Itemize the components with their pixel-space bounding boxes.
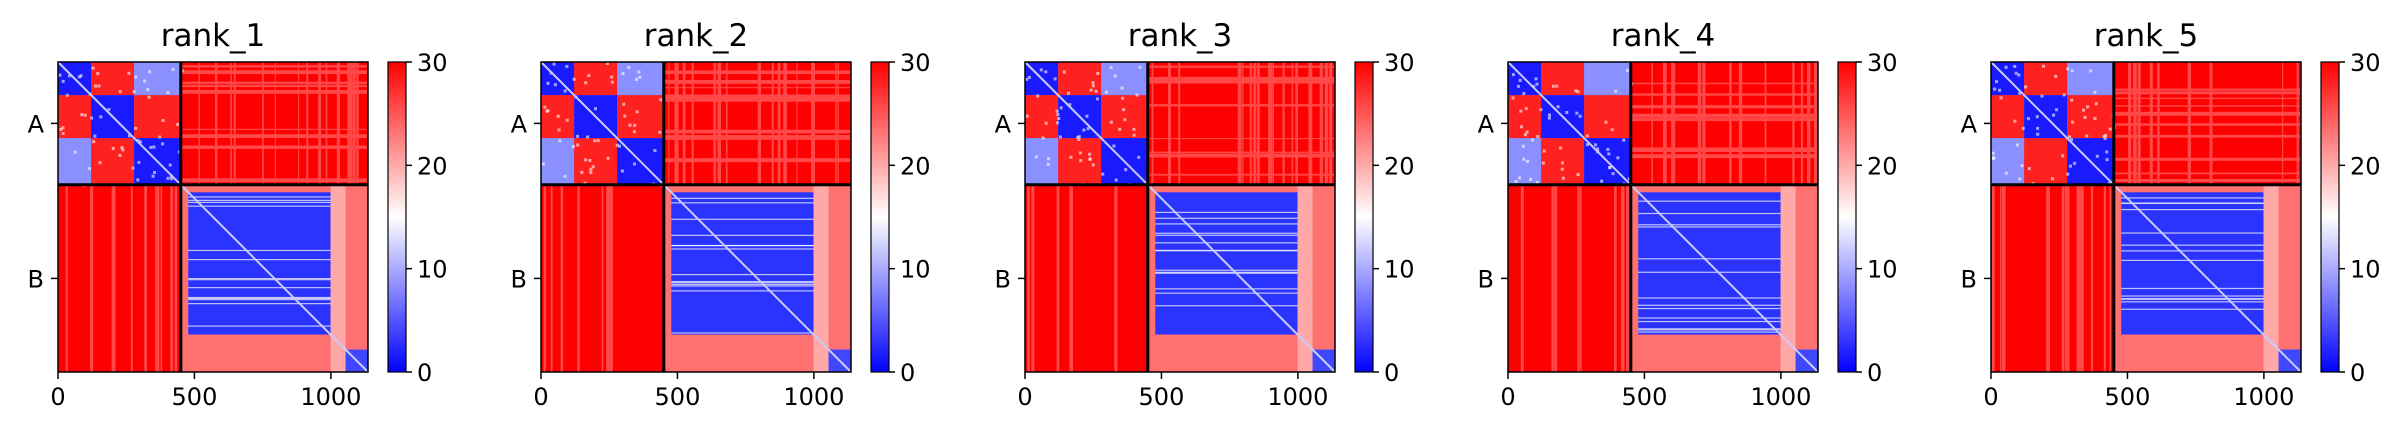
x-tick-label: 500 xyxy=(1139,383,1185,411)
colorbar-tick-label: 30 xyxy=(1867,49,1898,77)
x-tick-label: 1000 xyxy=(2233,383,2294,411)
chain-label: B xyxy=(995,265,1011,293)
colorbar-tick-label: 0 xyxy=(417,359,432,387)
chain-b-block xyxy=(1147,184,1336,373)
axes-frame xyxy=(1024,61,1336,373)
colorbar xyxy=(1837,61,1857,373)
x-tick-label: 0 xyxy=(50,383,65,411)
x-tick-label: 1000 xyxy=(1750,383,1811,411)
x-tick-label: 500 xyxy=(172,383,218,411)
x-tick-label: 0 xyxy=(533,383,548,411)
chain-b-block xyxy=(2113,184,2302,373)
colorbar-tick-label: 20 xyxy=(1384,152,1415,180)
colorbar-tick-label: 30 xyxy=(900,49,931,77)
panel-3: rank_3 0 500 1000 A B 0 10 20 30 xyxy=(995,18,1415,411)
panel-title: rank_2 xyxy=(644,18,749,54)
colorbar-tick-label: 30 xyxy=(2350,49,2381,77)
colorbar-tick-label: 0 xyxy=(2350,359,2365,387)
axes-frame xyxy=(57,61,369,373)
axes-frame xyxy=(1507,61,1819,373)
colorbar xyxy=(2320,61,2340,373)
colorbar-tick-label: 20 xyxy=(417,152,448,180)
panel-2: rank_2 0 500 1000 A B 0 10 20 30 xyxy=(511,18,931,411)
heatmap-streaks xyxy=(65,62,368,372)
colorbar-tick-label: 0 xyxy=(1867,359,1882,387)
panel-title: rank_1 xyxy=(161,18,266,54)
x-tick-label: 500 xyxy=(2105,383,2151,411)
colorbar xyxy=(387,61,407,373)
chain-label: A xyxy=(1478,110,1495,138)
chain-b-block xyxy=(1630,184,1819,373)
chain-a-block xyxy=(540,61,666,187)
colorbar-tick-label: 20 xyxy=(1867,152,1898,180)
chain-b-block xyxy=(180,184,369,373)
chain-a-block xyxy=(1990,61,2117,186)
panel-title: rank_3 xyxy=(1128,18,1233,54)
panel-4: rank_4 0 500 1000 A B 0 10 20 30 xyxy=(1478,18,1898,411)
axes-frame xyxy=(540,61,852,373)
colorbar xyxy=(870,61,890,373)
chain-label: A xyxy=(28,110,45,138)
panel-title: rank_5 xyxy=(2094,18,2199,54)
chain-label: A xyxy=(1961,110,1978,138)
chain-a-block xyxy=(57,61,184,187)
colorbar-tick-label: 10 xyxy=(2350,256,2381,284)
x-tick-label: 1000 xyxy=(783,383,844,411)
panel-title: rank_4 xyxy=(1611,18,1716,54)
colorbar-tick-label: 10 xyxy=(900,256,931,284)
chain-label: B xyxy=(511,265,527,293)
colorbar-tick-label: 20 xyxy=(2350,152,2381,180)
colorbar-tick-label: 10 xyxy=(1867,256,1898,284)
colorbar-tick-label: 10 xyxy=(1384,256,1415,284)
colorbar-tick-label: 30 xyxy=(1384,49,1415,77)
chain-a-block xyxy=(1507,61,1634,186)
colorbar xyxy=(1354,61,1374,373)
colorbar-tick-label: 30 xyxy=(417,49,448,77)
colorbar-tick-label: 10 xyxy=(417,256,448,284)
x-tick-label: 0 xyxy=(1017,383,1032,411)
chain-label: A xyxy=(511,110,528,138)
chain-label: B xyxy=(28,265,44,293)
x-tick-label: 500 xyxy=(1622,383,1668,411)
colorbar-tick-label: 20 xyxy=(900,152,931,180)
panel-1: rank_1 0 500 1000 A B 0 10 20 30 xyxy=(28,18,448,411)
x-tick-label: 1000 xyxy=(300,383,361,411)
chain-a-block xyxy=(1024,61,1149,187)
heatmap-streaks xyxy=(543,62,851,372)
colorbar-tick-label: 0 xyxy=(900,359,915,387)
chain-label: B xyxy=(1478,265,1494,293)
x-tick-label: 0 xyxy=(1500,383,1515,411)
heatmap-streaks xyxy=(1520,62,1818,372)
axes-frame xyxy=(1990,61,2302,373)
x-tick-label: 1000 xyxy=(1267,383,1328,411)
chain-b-block xyxy=(663,184,852,373)
x-tick-label: 500 xyxy=(655,383,701,411)
chain-label: B xyxy=(1961,265,1977,293)
panel-5: rank_5 0 500 1000 A B 0 10 20 30 xyxy=(1961,18,2381,411)
chain-label: A xyxy=(995,110,1012,138)
colorbar-tick-label: 0 xyxy=(1384,359,1399,387)
x-tick-label: 0 xyxy=(1983,383,1998,411)
